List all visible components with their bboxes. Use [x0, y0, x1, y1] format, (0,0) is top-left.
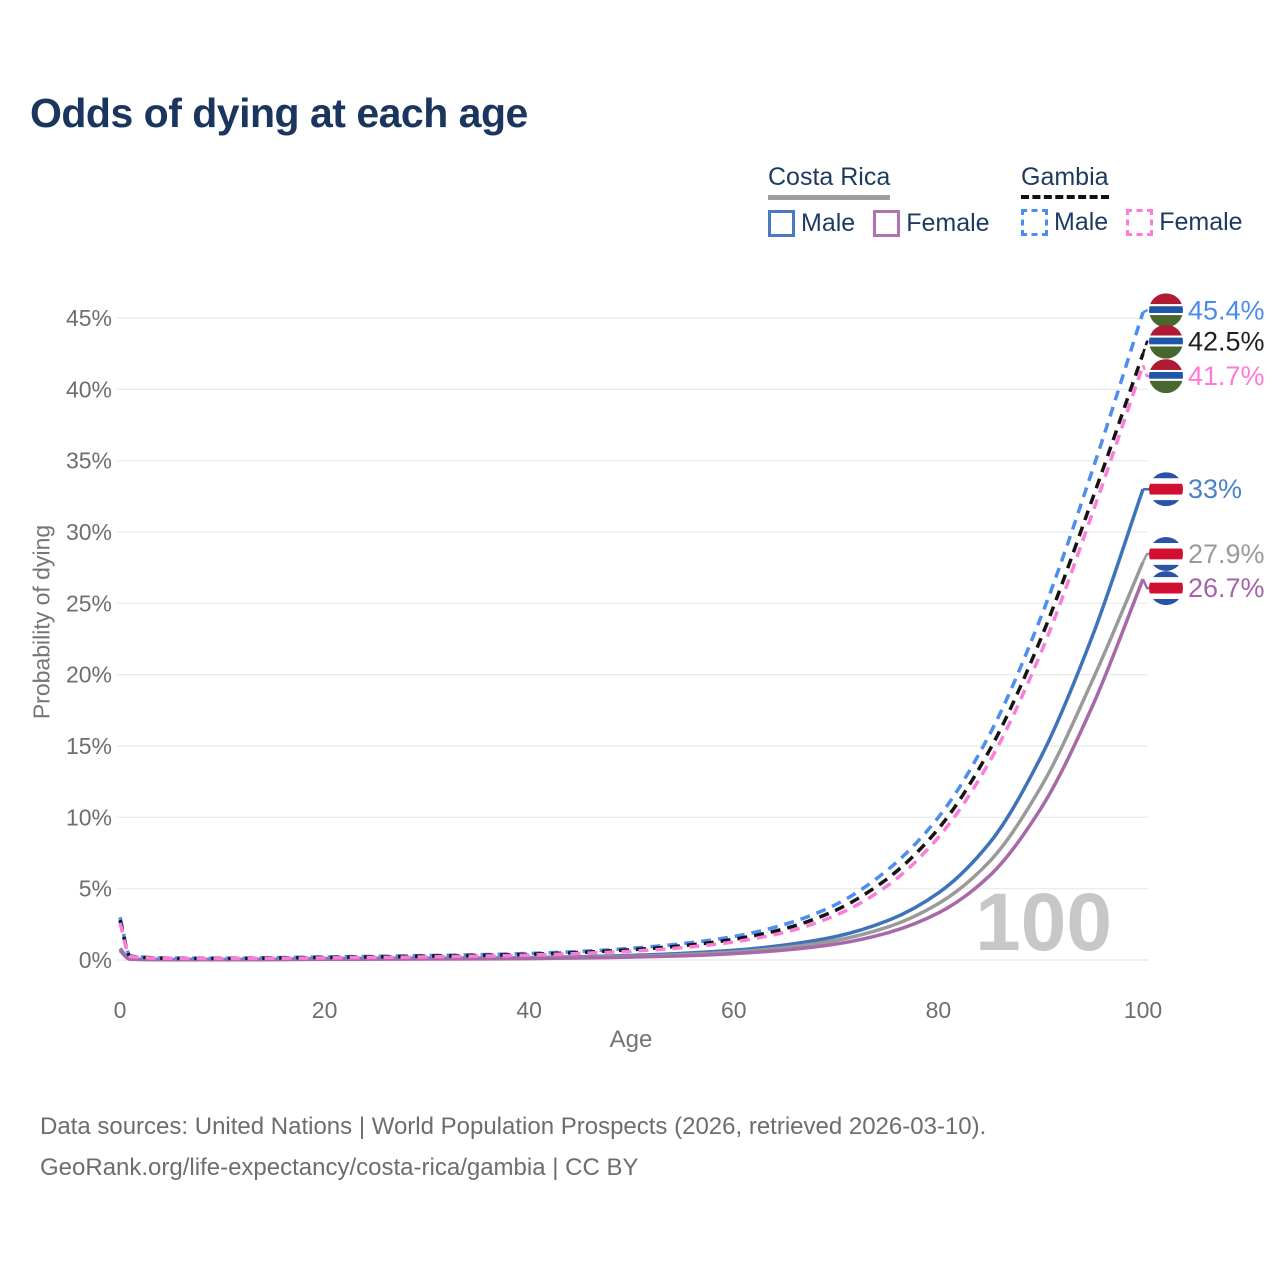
y-tick-label: 40% [66, 376, 112, 402]
costa-rica-flag-icon [1149, 472, 1183, 507]
legend-label: Female [906, 209, 990, 237]
x-tick-label: 80 [926, 997, 952, 1023]
legend-heading-costa-rica[interactable]: Costa Rica [768, 163, 891, 200]
end-labels-layer: 33% 27.9% 26.7% 45.4%42.5% 41.7% [1141, 293, 1265, 606]
series-end-label-gambia-total: 42.5% [1188, 327, 1265, 357]
gambia-male-swatch-icon [1021, 209, 1048, 236]
axis-ticks-layer: 0% 5% 10% 15% 20% 25% 30% 35% 40% 45% 0 20 40 60 80 100 [66, 305, 1162, 1023]
curves-layer [118, 311, 1145, 962]
legend-group-costa-rica: Costa Rica Male Female [768, 163, 990, 238]
gridlines-layer [117, 317, 1148, 961]
attribution-line: GeoRank.org/life-expectancy/costa-rica/g… [40, 1154, 639, 1181]
legend-item-costa-rica-female[interactable]: Female [873, 209, 990, 238]
costa-rica-male-swatch-icon [768, 210, 795, 237]
curve-gambia-total[interactable] [118, 353, 1145, 961]
legend-label: Male [1054, 208, 1109, 236]
label-connector [1141, 340, 1151, 355]
y-tick-label: 5% [79, 876, 112, 902]
age-watermark: 100 [975, 877, 1112, 968]
label-connector [1142, 309, 1151, 314]
legend-group-gambia: Gambia Male Female [1021, 163, 1243, 237]
x-tick-label: 0 [114, 997, 127, 1023]
gambia-flag-icon [1149, 324, 1183, 359]
x-tick-label: 60 [721, 997, 747, 1023]
y-axis-title: Probability of dying [28, 524, 55, 720]
series-end-label-costa-rica-male: 33% [1188, 474, 1242, 504]
legend-item-gambia-female[interactable]: Female [1126, 208, 1243, 237]
series-end-label-gambia-male: 45.4% [1188, 295, 1265, 325]
legend-label: Male [801, 209, 856, 237]
series-end-label-gambia-female: 41.7% [1188, 361, 1265, 391]
footer: Data sources: United Nations | World Pop… [40, 1106, 986, 1188]
series-end-label-costa-rica-female: 26.7% [1188, 573, 1265, 603]
y-tick-label: 15% [66, 733, 112, 759]
data-sources-line: Data sources: United Nations | World Pop… [40, 1113, 987, 1140]
page-title: Odds of dying at each age [30, 90, 528, 136]
x-axis-title: Age [609, 1026, 653, 1053]
series-end-label-costa-rica-total: 27.9% [1188, 539, 1265, 569]
legend-item-gambia-male[interactable]: Male [1021, 208, 1108, 237]
costa-rica-flag-icon [1149, 571, 1183, 606]
x-tick-label: 100 [1124, 997, 1162, 1023]
curve-gambia-female[interactable] [118, 364, 1145, 961]
legend-label: Female [1159, 208, 1243, 236]
x-tick-label: 40 [516, 997, 542, 1023]
costa-rica-female-swatch-icon [873, 210, 901, 237]
gambia-female-swatch-icon [1126, 209, 1154, 236]
gambia-flag-icon [1149, 359, 1183, 394]
x-tick-label: 20 [312, 997, 338, 1023]
costa-rica-flag-icon [1149, 536, 1183, 571]
y-tick-label: 20% [66, 662, 112, 688]
legend-heading-gambia[interactable]: Gambia [1021, 163, 1109, 199]
y-tick-label: 30% [66, 519, 112, 545]
gambia-flag-icon [1149, 293, 1183, 328]
label-connector [1141, 364, 1151, 378]
y-tick-label: 45% [66, 305, 112, 331]
y-tick-label: 25% [66, 590, 112, 616]
legend-item-costa-rica-male[interactable]: Male [768, 209, 855, 238]
y-tick-label: 10% [66, 804, 112, 830]
y-tick-label: 35% [66, 448, 112, 474]
y-tick-label: 0% [79, 947, 112, 973]
